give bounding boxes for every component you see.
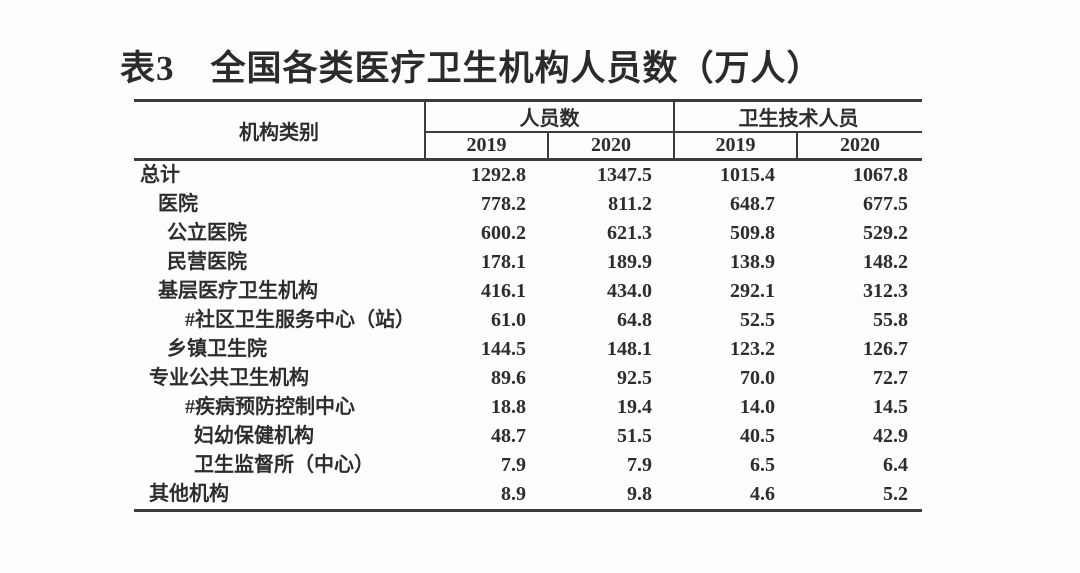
cell-personnel-2020: 64.8 xyxy=(617,309,652,331)
cell-personnel-2019: 48.7 xyxy=(491,425,526,447)
table-title: 表3 全国各类医疗卫生机构人员数（万人） xyxy=(120,49,823,88)
statistics-table: 机构类别 人员数 卫生技术人员 2019 2020 2019 2020 总计 1… xyxy=(134,99,922,512)
row-label: 民营医院 xyxy=(167,251,247,273)
table-row: 基层医疗卫生机构 416.1 434.0 292.1 312.3 xyxy=(134,277,922,306)
cell-tech-2020: 14.5 xyxy=(873,396,908,418)
table-row: 妇幼保健机构 48.7 51.5 40.5 42.9 xyxy=(134,422,922,451)
table-body: 总计 1292.8 1347.5 1015.4 1067.8 医院 778.2 … xyxy=(134,160,922,511)
table-row: #疾病预防控制中心 18.8 19.4 14.0 14.5 xyxy=(134,393,922,422)
cell-personnel-2020: 1347.5 xyxy=(597,164,652,186)
row-label: 乡镇卫生院 xyxy=(167,338,267,360)
table-row: #社区卫生服务中心（站） 61.0 64.8 52.5 55.8 xyxy=(134,306,922,335)
table-row: 专业公共卫生机构 89.6 92.5 70.0 72.7 xyxy=(134,364,922,393)
cell-personnel-2020: 621.3 xyxy=(607,222,652,244)
row-label: 专业公共卫生机构 xyxy=(149,367,309,389)
cell-tech-2020: 72.7 xyxy=(873,367,908,389)
cell-tech-2020: 529.2 xyxy=(863,222,908,244)
cell-tech-2020: 126.7 xyxy=(863,338,908,360)
column-header-category: 机构类别 xyxy=(134,100,426,160)
column-header-tech-2020: 2020 xyxy=(796,132,922,160)
cell-personnel-2020: 51.5 xyxy=(617,425,652,447)
column-group-personnel-count: 人员数 xyxy=(425,100,674,133)
cell-personnel-2019: 61.0 xyxy=(491,309,526,331)
cell-tech-2020: 42.9 xyxy=(873,425,908,447)
cell-tech-2020: 5.2 xyxy=(883,483,908,505)
table-header: 机构类别 人员数 卫生技术人员 2019 2020 2019 2020 xyxy=(134,100,922,160)
row-label: 医院 xyxy=(158,193,198,215)
row-label: #社区卫生服务中心（站） xyxy=(185,309,415,331)
cell-tech-2019: 138.9 xyxy=(730,251,775,273)
cell-tech-2020: 1067.8 xyxy=(853,164,908,186)
document: 表3 全国各类医疗卫生机构人员数（万人） 机构类别 人员数 卫生技术人员 201… xyxy=(120,50,922,512)
cell-personnel-2020: 7.9 xyxy=(627,454,652,476)
table-row: 公立医院 600.2 621.3 509.8 529.2 xyxy=(134,219,922,248)
row-label: 妇幼保健机构 xyxy=(194,425,314,447)
cell-tech-2020: 148.2 xyxy=(863,251,908,273)
table-row: 医院 778.2 811.2 648.7 677.5 xyxy=(134,190,922,219)
row-label: 卫生监督所（中心） xyxy=(194,454,374,476)
column-header-personnel-2019: 2019 xyxy=(466,134,507,156)
cell-tech-2019: 6.5 xyxy=(750,454,775,476)
column-header-personnel-2020: 2020 xyxy=(547,132,674,160)
cell-personnel-2019: 89.6 xyxy=(491,367,526,389)
cell-personnel-2020: 811.2 xyxy=(608,193,652,215)
row-label: 基层医疗卫生机构 xyxy=(158,280,318,302)
cell-tech-2019: 40.5 xyxy=(740,425,775,447)
row-label: 公立医院 xyxy=(167,222,247,244)
cell-personnel-2020: 92.5 xyxy=(617,367,652,389)
table-row: 总计 1292.8 1347.5 1015.4 1067.8 xyxy=(134,160,922,191)
row-label: #疾病预防控制中心 xyxy=(185,396,355,418)
cell-personnel-2020: 19.4 xyxy=(617,396,652,418)
cell-personnel-2020: 189.9 xyxy=(607,251,652,273)
cell-personnel-2019: 178.1 xyxy=(481,251,526,273)
cell-tech-2020: 312.3 xyxy=(863,280,908,302)
cell-personnel-2020: 9.8 xyxy=(627,483,652,505)
cell-personnel-2020: 434.0 xyxy=(607,280,652,302)
cell-tech-2019: 292.1 xyxy=(730,280,775,302)
cell-tech-2019: 14.0 xyxy=(740,396,775,418)
cell-personnel-2019: 8.9 xyxy=(501,483,526,505)
cell-personnel-2019: 600.2 xyxy=(481,222,526,244)
table-row: 民营医院 178.1 189.9 138.9 148.2 xyxy=(134,248,922,277)
cell-tech-2020: 6.4 xyxy=(883,454,908,476)
cell-tech-2019: 123.2 xyxy=(730,338,775,360)
cell-personnel-2019: 7.9 xyxy=(501,454,526,476)
cell-tech-2019: 648.7 xyxy=(730,193,775,215)
cell-tech-2020: 677.5 xyxy=(863,193,908,215)
cell-personnel-2019: 778.2 xyxy=(481,193,526,215)
column-group-health-technical-personnel: 卫生技术人员 xyxy=(673,100,922,133)
cell-tech-2020: 55.8 xyxy=(873,309,908,331)
column-header-tech-2019: 2019 xyxy=(673,132,797,160)
cell-tech-2019: 52.5 xyxy=(740,309,775,331)
table-row: 其他机构 8.9 9.8 4.6 5.2 xyxy=(134,480,922,511)
cell-personnel-2019: 1292.8 xyxy=(471,164,526,186)
cell-personnel-2019: 18.8 xyxy=(491,396,526,418)
table-row: 卫生监督所（中心） 7.9 7.9 6.5 6.4 xyxy=(134,451,922,480)
cell-tech-2019: 509.8 xyxy=(730,222,775,244)
cell-tech-2019: 4.6 xyxy=(750,483,775,505)
cell-personnel-2019: 144.5 xyxy=(481,338,526,360)
cell-tech-2019: 70.0 xyxy=(740,367,775,389)
table-row: 乡镇卫生院 144.5 148.1 123.2 126.7 xyxy=(134,335,922,364)
row-label: 总计 xyxy=(140,164,180,186)
cell-tech-2019: 1015.4 xyxy=(720,164,775,186)
cell-personnel-2020: 148.1 xyxy=(607,338,652,360)
cell-personnel-2019: 416.1 xyxy=(481,280,526,302)
row-label: 其他机构 xyxy=(149,483,229,505)
